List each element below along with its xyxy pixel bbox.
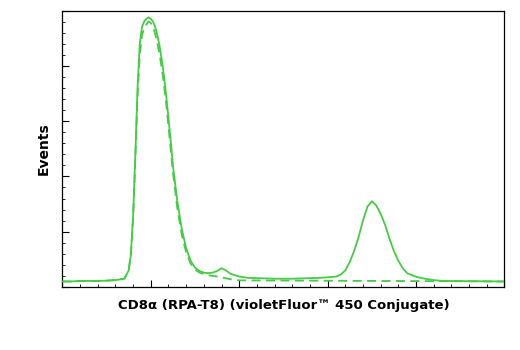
Y-axis label: Events: Events bbox=[36, 122, 50, 175]
X-axis label: CD8α (RPA-T8) (violetFluor™ 450 Conjugate): CD8α (RPA-T8) (violetFluor™ 450 Conjugat… bbox=[118, 299, 449, 312]
